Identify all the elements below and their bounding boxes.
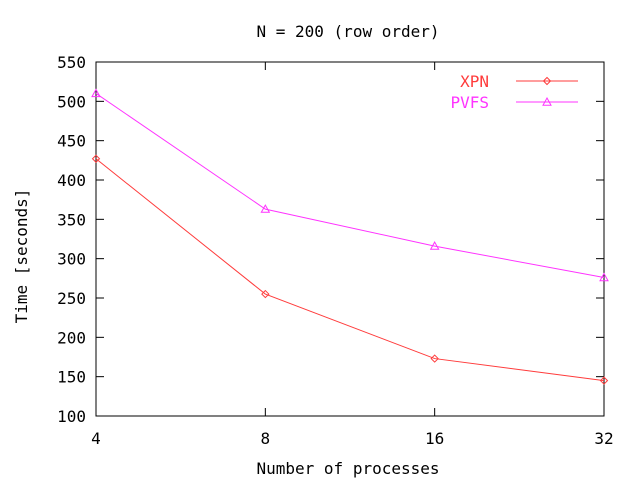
axes: 100 150 200 250 300 350 400 450 500 550 4 8 16 32 — [57, 53, 614, 448]
x-tick-label: 8 — [261, 429, 271, 448]
y-axis-label: Time [seconds] — [12, 189, 31, 324]
x-tick-label: 16 — [425, 429, 444, 448]
x-tick-label: 4 — [91, 429, 101, 448]
data-point — [260, 204, 271, 213]
legend-label: PVFS — [450, 93, 489, 112]
data-point — [91, 154, 101, 163]
chart-title: N = 200 (row order) — [256, 22, 439, 41]
data-point — [599, 272, 609, 282]
legend-label: XPN — [460, 72, 489, 91]
y-tick-label: 350 — [57, 210, 86, 229]
y-tick-label: 250 — [57, 289, 86, 308]
data-point — [430, 354, 439, 363]
y-tick-label: 450 — [57, 132, 86, 151]
y-tick-label: 550 — [57, 53, 86, 72]
y-tick-label: 500 — [57, 92, 86, 111]
x-tick-label: 32 — [594, 429, 613, 448]
data-point — [91, 88, 101, 98]
y-tick-label: 200 — [57, 328, 86, 347]
x-axis-label: Number of processes — [256, 459, 439, 478]
plot-series — [91, 88, 609, 385]
data-point — [261, 289, 270, 299]
y-tick-label: 300 — [57, 250, 86, 269]
plot-frame — [95, 61, 605, 417]
series-pvfs — [91, 88, 609, 282]
legend-marker — [542, 96, 552, 106]
series-line — [95, 93, 605, 279]
legend: XPN PVFS — [450, 72, 578, 112]
series-line — [95, 158, 605, 382]
data-point — [429, 241, 440, 250]
y-tick-label: 100 — [57, 407, 86, 426]
y-tick-label: 400 — [57, 171, 86, 190]
y-tick-label: 150 — [57, 368, 86, 387]
data-point — [599, 376, 609, 385]
legend-marker — [542, 76, 552, 86]
series-xpn — [91, 154, 609, 385]
